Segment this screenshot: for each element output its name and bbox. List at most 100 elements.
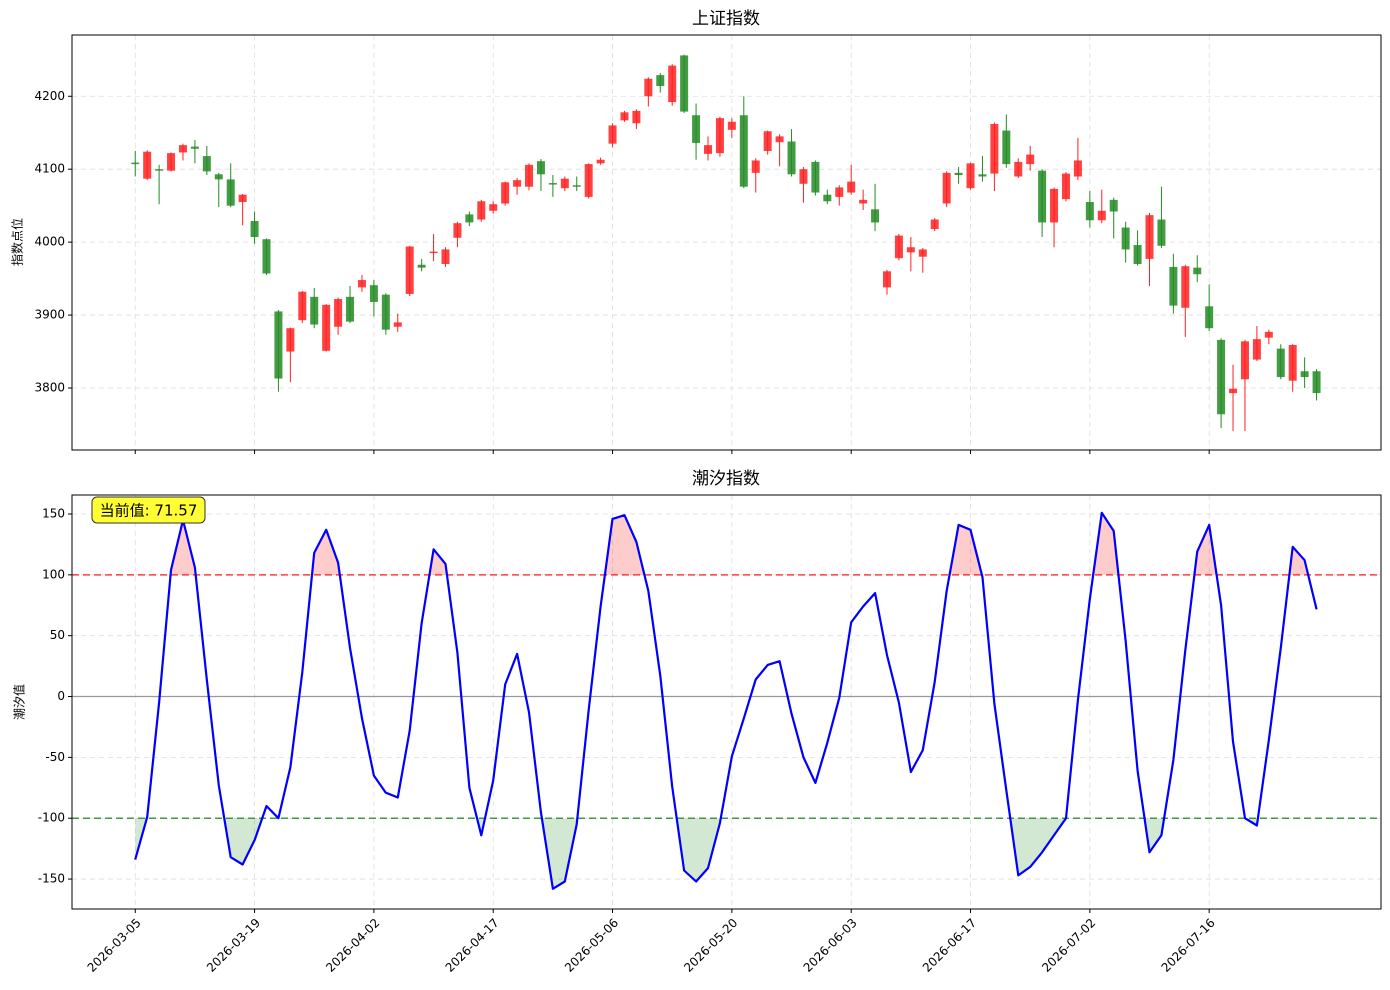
candle-body xyxy=(417,264,426,268)
x-tick-label: 2026-05-20 xyxy=(681,916,740,975)
y-tick-label: -100 xyxy=(38,811,65,825)
candle-body xyxy=(1133,245,1142,265)
candle-body xyxy=(715,118,724,154)
candle-body xyxy=(1038,170,1047,223)
annotation-box xyxy=(91,496,206,524)
candle-body xyxy=(274,311,283,379)
x-tick-label: 2026-07-16 xyxy=(1159,916,1218,975)
candle-body xyxy=(942,172,951,204)
candle-body xyxy=(548,183,557,185)
candle-body xyxy=(1145,215,1154,259)
candle-body xyxy=(978,174,987,177)
candle-body xyxy=(501,182,510,204)
top-title: 上证指数 xyxy=(692,9,760,29)
y-tick-label: 4200 xyxy=(34,89,65,103)
candle-body xyxy=(596,159,605,164)
candle-body xyxy=(489,204,498,211)
bottom-y-label: 潮汐值 xyxy=(12,684,27,720)
candle-body xyxy=(751,160,760,173)
annotation: 当前值: 71.57 xyxy=(100,502,198,520)
bottom-title: 潮汐指数 xyxy=(692,469,760,489)
candle-body xyxy=(393,322,402,327)
candle-body xyxy=(871,209,880,223)
candle-body xyxy=(1109,199,1118,212)
candle-body xyxy=(298,291,307,321)
candle-body xyxy=(727,121,736,130)
candle-body xyxy=(906,247,915,253)
candle-body xyxy=(1240,341,1249,380)
candle-body xyxy=(1312,371,1321,394)
candle-body xyxy=(346,296,355,322)
y-tick-label: -150 xyxy=(38,872,65,886)
candle-body xyxy=(584,164,593,197)
candle-body xyxy=(560,178,569,189)
candle-body xyxy=(155,169,164,171)
candle-body xyxy=(405,246,414,294)
x-tick-label: 2026-05-06 xyxy=(562,916,621,975)
candle-body xyxy=(131,162,140,165)
candle-body xyxy=(823,194,832,202)
candle-body xyxy=(787,141,796,175)
candle-body xyxy=(1181,266,1190,308)
candle-body xyxy=(1061,173,1070,200)
candle-body xyxy=(453,223,462,238)
candle-body xyxy=(966,163,975,189)
candle-body xyxy=(381,294,390,330)
candle-body xyxy=(1085,202,1094,221)
candle-body xyxy=(1205,306,1214,329)
top-y-label: 指数点位 xyxy=(10,218,25,266)
candle-body xyxy=(775,136,784,143)
candle-body xyxy=(441,249,450,265)
candle-body xyxy=(1121,227,1130,250)
oversold-fill xyxy=(135,818,1317,889)
candle-body xyxy=(1193,267,1202,275)
candle-body xyxy=(811,161,820,193)
y-tick-label: 0 xyxy=(57,689,65,703)
candle-body xyxy=(310,296,319,325)
candle-body xyxy=(859,199,868,204)
candle-body xyxy=(918,249,927,257)
candle-body xyxy=(644,78,653,97)
candle-body xyxy=(1073,160,1082,177)
candle-body xyxy=(1050,188,1059,223)
candle-body xyxy=(465,214,474,223)
candle-body xyxy=(143,151,152,179)
candle-body xyxy=(656,75,665,87)
candle-body xyxy=(632,110,641,124)
candle-body xyxy=(429,251,438,254)
y-tick-label: -50 xyxy=(45,750,65,764)
candle-body xyxy=(1300,371,1309,378)
y-tick-label: 3900 xyxy=(34,308,65,322)
candle-body xyxy=(226,179,235,206)
candle-body xyxy=(178,145,187,153)
x-tick-label: 2026-06-17 xyxy=(920,916,979,975)
candle-body xyxy=(763,131,772,151)
candle-body xyxy=(799,169,808,184)
candle-body xyxy=(477,201,486,220)
candle-body xyxy=(894,235,903,259)
candle-body xyxy=(930,219,939,230)
candle-body xyxy=(608,125,617,144)
candle-body xyxy=(990,123,999,174)
candle-body xyxy=(513,180,522,187)
candle-body xyxy=(620,112,629,121)
candle-body xyxy=(1217,339,1226,415)
candle-body xyxy=(250,220,259,238)
candle-body xyxy=(536,161,545,175)
candle-body xyxy=(847,181,856,193)
y-tick-label: 4100 xyxy=(34,162,65,176)
x-tick-label: 2026-04-02 xyxy=(323,916,382,975)
candle-body xyxy=(357,280,366,288)
x-tick-label: 2026-04-17 xyxy=(443,916,502,975)
y-tick-label: 50 xyxy=(50,628,65,642)
candle-body xyxy=(238,194,247,203)
candle-body xyxy=(882,271,891,288)
plot-frame xyxy=(71,494,1382,910)
x-tick-label: 2026-07-02 xyxy=(1039,916,1098,975)
candle-body xyxy=(692,115,701,143)
candle-body xyxy=(1252,339,1261,360)
candle-body xyxy=(322,304,331,351)
candle-body xyxy=(668,65,677,103)
candle-body xyxy=(167,153,176,171)
